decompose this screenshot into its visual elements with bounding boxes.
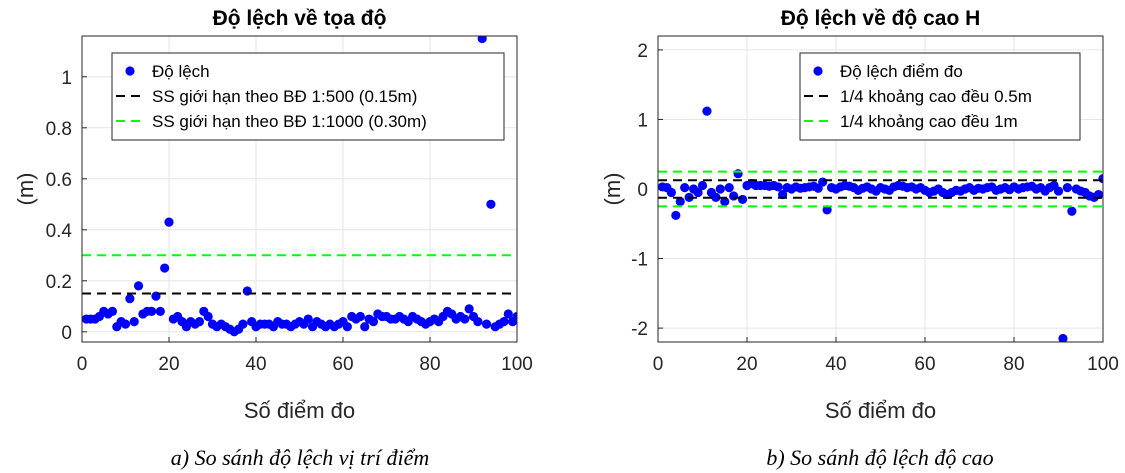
data-point xyxy=(666,187,676,198)
y-axis-label: (m) xyxy=(600,173,625,206)
legend-box xyxy=(111,52,505,141)
y-tick-label: -2 xyxy=(631,319,648,340)
x-tick-label: 0 xyxy=(653,354,664,375)
data-point xyxy=(737,194,748,205)
data-point xyxy=(715,184,725,194)
x-axis-label: Số điểm đo xyxy=(825,398,936,423)
data-point xyxy=(464,304,474,314)
data-point xyxy=(120,319,131,329)
data-point xyxy=(368,317,379,327)
data-point xyxy=(147,306,157,316)
y-tick-label: 0.2 xyxy=(46,272,72,293)
plot-frame xyxy=(81,35,518,343)
data-point xyxy=(822,205,832,215)
series-1 xyxy=(82,36,517,337)
legend-marker xyxy=(813,66,823,76)
x-tick-label: 80 xyxy=(419,354,440,375)
data-point xyxy=(512,311,517,322)
data-point xyxy=(733,169,743,179)
x-axis-label: Số điểm đo xyxy=(244,398,355,423)
data-point xyxy=(460,314,470,324)
data-point xyxy=(303,314,313,324)
legend-entry-label: Độ lệch xyxy=(152,62,210,81)
figure-caption: a) So sánh độ lệch vị trí điểm xyxy=(171,445,429,470)
data-point xyxy=(360,322,370,332)
chart-panel-1: 0 20 40 60 80 100 0 0.2 0.4 0.6 0.8 1 Độ lệch SS giới… xyxy=(13,7,533,470)
data-point xyxy=(125,294,135,304)
data-point xyxy=(160,263,170,273)
legend-entry-label: 1/4 khoảng cao đều 1m xyxy=(840,112,1018,131)
data-point xyxy=(164,217,174,227)
y-tick-label: 0 xyxy=(637,180,648,201)
data-point xyxy=(355,311,365,322)
data-point xyxy=(680,183,690,193)
chart-title: Độ lệch về tọa độ xyxy=(213,7,387,30)
data-point xyxy=(133,281,144,291)
y-tick-label: -1 xyxy=(631,250,648,271)
x-tick-label: 40 xyxy=(245,354,266,375)
legend: Độ lệch điểm đo 1/4 khoảng cao đều 0.5m 1/… xyxy=(799,52,1081,141)
x-tick-label: 40 xyxy=(825,354,846,375)
chart-panel-2: 0 20 40 60 80 100 -2 -1 0 1 2 Độ lệch điểm đo 1/4 kh… xyxy=(600,7,1119,470)
data-point xyxy=(729,191,739,201)
legend-entry-label: Độ lệch điểm đo xyxy=(840,62,963,81)
y-tick-label: 0.8 xyxy=(46,119,72,140)
y-tick-label: 0.6 xyxy=(46,170,72,191)
data-point xyxy=(1067,206,1077,216)
data-point xyxy=(503,309,513,319)
data-point xyxy=(1053,186,1064,196)
data-point xyxy=(693,187,703,198)
data-point xyxy=(203,311,213,322)
x-tick-label: 80 xyxy=(1003,354,1024,375)
x-tick-label: 20 xyxy=(736,354,757,375)
data-point xyxy=(1062,183,1072,193)
data-point xyxy=(155,306,165,316)
data-point xyxy=(720,196,730,207)
x-tick-label: 0 xyxy=(77,354,88,375)
data-point xyxy=(1058,333,1068,342)
y-tick-label: 0.4 xyxy=(46,221,73,242)
data-point xyxy=(711,192,721,202)
x-tick-label: 60 xyxy=(332,354,353,375)
data-point xyxy=(342,322,352,332)
legend-marker xyxy=(125,66,135,76)
data-point xyxy=(671,210,681,221)
legend: Độ lệch SS giới hạn theo BĐ 1:500 (0.15m)… xyxy=(111,52,505,141)
data-point xyxy=(238,319,248,329)
legend-entry-label: SS giới hạn theo BĐ 1:500 (0.15m) xyxy=(152,87,417,106)
data-point xyxy=(702,106,712,116)
data-point xyxy=(477,36,487,44)
data-point xyxy=(773,182,783,192)
y-tick-label: 1 xyxy=(61,68,72,89)
data-point xyxy=(697,180,708,191)
x-tick-label: 100 xyxy=(1087,354,1119,375)
data-point xyxy=(194,317,205,327)
legend-entry-label: SS giới hạn theo BĐ 1:1000 (0.30m) xyxy=(152,112,427,131)
data-point xyxy=(107,306,118,316)
y-tick-label: 0 xyxy=(61,323,72,344)
y-tick-label: 2 xyxy=(637,41,648,62)
y-tick-label: 1 xyxy=(637,110,648,131)
data-point xyxy=(486,199,496,209)
figure-caption: b) So sánh độ lệch độ cao xyxy=(766,445,993,470)
data-point xyxy=(675,196,685,207)
series-1 xyxy=(658,106,1103,342)
data-point xyxy=(724,183,734,193)
data-point xyxy=(818,177,828,187)
plot-frame xyxy=(657,35,1104,343)
data-point xyxy=(499,317,509,327)
chart-title: Độ lệch về độ cao H xyxy=(781,7,981,30)
data-point xyxy=(473,317,483,327)
y-axis-label: (m) xyxy=(13,173,38,206)
x-tick-label: 20 xyxy=(158,354,179,375)
x-tick-label: 100 xyxy=(501,354,533,375)
legend-box xyxy=(799,52,1081,141)
data-point xyxy=(129,317,139,327)
legend-entry-label: 1/4 khoảng cao đều 0.5m xyxy=(840,87,1032,106)
x-tick-label: 60 xyxy=(914,354,935,375)
data-point xyxy=(481,319,492,329)
